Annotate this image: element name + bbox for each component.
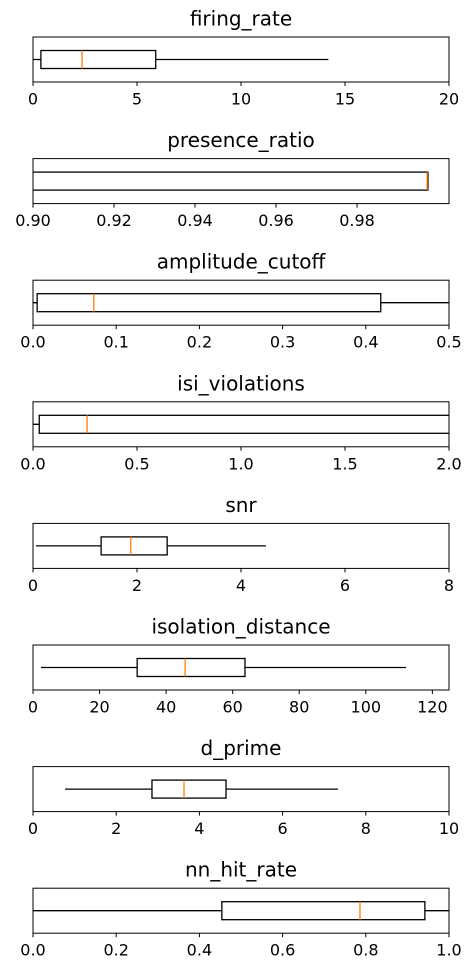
x-tick-label: 100 bbox=[351, 698, 382, 717]
x-tick-label: 10 bbox=[231, 90, 251, 109]
x-tick-label: 0.4 bbox=[187, 941, 212, 960]
x-tick-label: 0.6 bbox=[270, 941, 295, 960]
x-tick-label: 0.2 bbox=[187, 333, 212, 352]
x-tick-label: 2.0 bbox=[436, 454, 461, 473]
plot-area bbox=[65, 779, 338, 799]
plot-area bbox=[33, 414, 449, 434]
x-tick-label: 6 bbox=[278, 819, 288, 838]
box bbox=[40, 49, 157, 70]
x-tick-label: 8 bbox=[361, 819, 371, 838]
x-tick-label: 0.0 bbox=[20, 454, 45, 473]
x-tick-label: 4 bbox=[194, 819, 204, 838]
chart-title: presence_ratio bbox=[167, 128, 315, 152]
plot-area bbox=[36, 536, 266, 556]
x-tick-label: 10 bbox=[439, 819, 459, 838]
x-tick-label: 0.8 bbox=[353, 941, 378, 960]
x-tick-label: 60 bbox=[223, 698, 243, 717]
chart-title: snr bbox=[225, 493, 257, 517]
x-tick-label: 0.4 bbox=[353, 333, 378, 352]
x-tick-label: 1.0 bbox=[228, 454, 253, 473]
x-tick-label: 1.0 bbox=[436, 941, 461, 960]
x-tick-label: 6 bbox=[340, 576, 350, 595]
box bbox=[36, 293, 382, 313]
x-tick-label: 2 bbox=[111, 819, 121, 838]
x-tick-label: 2 bbox=[132, 576, 142, 595]
box bbox=[38, 414, 449, 434]
x-tick-label: 0.5 bbox=[124, 454, 149, 473]
x-tick-label: 0.94 bbox=[177, 211, 213, 230]
x-tick-label: 0.1 bbox=[103, 333, 128, 352]
x-tick-label: 8 bbox=[444, 576, 454, 595]
box bbox=[221, 901, 426, 921]
x-tick-label: 0 bbox=[28, 819, 38, 838]
x-tick-label: 15 bbox=[335, 90, 355, 109]
x-tick-label: 1.5 bbox=[332, 454, 357, 473]
box bbox=[33, 171, 429, 191]
x-tick-label: 20 bbox=[439, 90, 459, 109]
chart-title: amplitude_cutoff bbox=[157, 250, 327, 274]
plot-area bbox=[33, 171, 429, 191]
x-tick-label: 0 bbox=[28, 698, 38, 717]
x-tick-label: 0.3 bbox=[270, 333, 295, 352]
x-tick-label: 5 bbox=[132, 90, 142, 109]
x-tick-label: 0.90 bbox=[15, 211, 51, 230]
plot-area bbox=[33, 49, 329, 70]
chart-title: isi_violations bbox=[177, 371, 305, 395]
x-tick-label: 0.92 bbox=[96, 211, 132, 230]
plot-area bbox=[40, 657, 407, 678]
x-tick-label: 0 bbox=[28, 576, 38, 595]
chart-title: isolation_distance bbox=[151, 615, 330, 639]
x-tick-label: 0.5 bbox=[436, 333, 461, 352]
x-tick-label: 4 bbox=[236, 576, 246, 595]
chart-title: nn_hit_rate bbox=[185, 858, 297, 882]
x-tick-label: 0.2 bbox=[103, 941, 128, 960]
box bbox=[136, 657, 246, 678]
x-tick-label: 0.96 bbox=[258, 211, 294, 230]
x-tick-label: 40 bbox=[156, 698, 176, 717]
box bbox=[100, 536, 168, 556]
chart-title: d_prime bbox=[201, 736, 282, 760]
axes-frame bbox=[32, 766, 450, 813]
x-tick-label: 80 bbox=[289, 698, 309, 717]
box bbox=[151, 779, 227, 799]
x-tick-label: 0 bbox=[28, 90, 38, 109]
axes-frame bbox=[32, 401, 450, 448]
plot-area bbox=[33, 293, 449, 313]
axes-frame bbox=[32, 887, 450, 934]
axes-frame bbox=[32, 644, 450, 691]
x-tick-label: 0.0 bbox=[20, 941, 45, 960]
axes-frame bbox=[32, 279, 450, 326]
plot-area bbox=[33, 901, 449, 921]
x-tick-label: 20 bbox=[89, 698, 109, 717]
axes-frame bbox=[32, 158, 450, 205]
x-tick-label: 0.0 bbox=[20, 333, 45, 352]
chart-title: firing_rate bbox=[190, 7, 292, 31]
x-tick-label: 0.98 bbox=[339, 211, 375, 230]
x-tick-label: 120 bbox=[417, 698, 448, 717]
